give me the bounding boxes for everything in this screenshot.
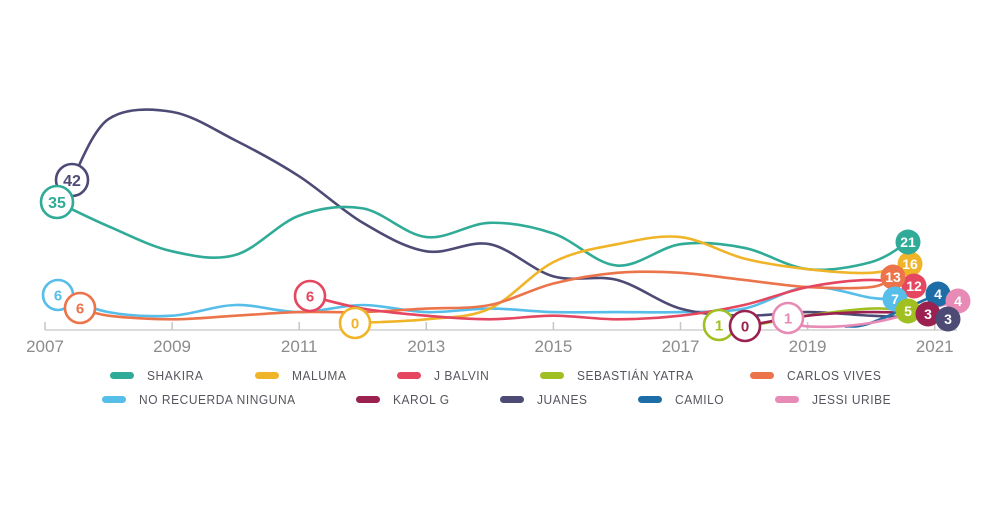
end-bubble-juanes: 3 [935,306,961,332]
legend-label-camilo: CAMILO [675,392,725,407]
legend-swatch-karol-g [355,396,380,403]
x-axis-tick-label: 2021 [916,337,954,356]
legend-swatch-jessi-uribe [774,396,799,403]
legend-label-shakira: SHAKIRA [147,368,204,383]
svg-text:0: 0 [351,315,359,332]
legend-item-no-recuerda-ninguna: NO RECUERDA NINGUNA [102,392,309,407]
legend-label-carlos-vives: CARLOS VIVES [786,368,882,383]
svg-text:4: 4 [934,286,942,302]
svg-text:4: 4 [954,293,962,309]
x-axis-tick-label: 2017 [662,337,700,356]
end-bubble-sebastian-yatra: 5 [895,298,921,324]
x-axis-tick-label: 2007 [26,337,64,356]
svg-text:3: 3 [944,311,952,327]
legend-label-jessi-uribe: JESSI URIBE [811,392,891,407]
legend-swatch-j-balvin [396,372,421,379]
svg-text:12: 12 [906,278,922,294]
end-bubble-camilo: 4 [925,281,951,307]
line-shakira [55,200,910,272]
svg-text:5: 5 [904,303,912,319]
start-bubble-karol-g: 0 [728,309,762,343]
legend-row-1: SHAKIRA MALUMA J BALVIN SEBASTIÁN YATRA CARL… [110,368,889,383]
legend-label-karol-g: KAROL G [392,392,450,407]
legend-item-camilo: CAMILO [638,392,728,407]
end-bubble-shakira: 21 [895,229,921,255]
legend-item-jessi-uribe: JESSI URIBE [774,392,898,407]
svg-text:35: 35 [48,195,66,212]
line-carlos-vives [78,270,895,321]
start-bubble-j-balvin: 6 [293,279,327,313]
legend-label-no-recuerda-ninguna: NO RECUERDA NINGUNA [139,392,297,407]
svg-text:16: 16 [902,256,918,272]
legend-row-2: NO RECUERDA NINGUNA KAROL G JUANES CAMILO JE… [102,392,897,407]
x-axis-tick-label: 2019 [789,337,827,356]
svg-text:6: 6 [76,300,84,317]
svg-text:13: 13 [885,269,901,285]
legend-item-karol-g: KAROL G [355,392,455,407]
legend-label-maluma: MALUMA [291,368,347,383]
legend-label-sebastian-yatra: SEBASTIÁN YATRA [577,368,694,383]
line-maluma [353,235,912,325]
legend-item-j-balvin: J BALVIN [396,368,494,383]
start-bubble-jessi-uribe: 1 [771,301,805,335]
x-axis-tick-label: 2015 [534,337,572,356]
start-bubble-maluma: 0 [338,306,372,340]
legend-item-carlos-vives: CARLOS VIVES [749,368,890,383]
legend-swatch-no-recuerda-ninguna [102,396,127,403]
legend-label-j-balvin: J BALVIN [433,368,490,383]
line-chart: 2007 2009 2011 2013 2015 2017 2019 202142356660… [26,108,971,356]
x-axis-tick-label: 2013 [407,337,445,356]
x-axis-tick-label: 2011 [281,337,318,356]
line-no-recuerda-ninguna [56,285,897,318]
legend-item-juanes: JUANES [500,392,592,407]
svg-text:3: 3 [924,306,932,322]
svg-text:21: 21 [900,234,916,250]
legend-swatch-carlos-vives [749,372,774,379]
start-bubble-shakira: 35 [39,184,75,220]
svg-text:0: 0 [741,318,749,335]
svg-text:42: 42 [63,173,81,190]
x-axis-tick-label: 2009 [153,337,191,356]
legend-swatch-camilo [638,396,663,403]
legend-swatch-maluma [254,372,279,379]
legend-swatch-shakira [110,372,135,379]
svg-text:1: 1 [784,310,792,327]
end-bubble-j-balvin: 12 [901,273,927,299]
line-j-balvin [308,278,916,321]
svg-text:1: 1 [715,317,723,334]
legend-item-maluma: MALUMA [254,368,351,383]
legend-swatch-juanes [500,396,525,403]
legend-item-shakira: SHAKIRA [110,368,208,383]
svg-text:6: 6 [54,287,62,304]
legend-swatch-sebastian-yatra [540,372,565,379]
chart-legend: SHAKIRA MALUMA J BALVIN SEBASTIÁN YATRA CARL… [0,368,1000,407]
svg-text:7: 7 [891,291,899,307]
end-bubble-carlos-vives: 13 [880,264,906,290]
start-bubble-carlos-vives: 6 [63,291,97,325]
end-bubble-maluma: 16 [897,251,923,277]
legend-label-juanes: JUANES [537,392,588,407]
end-bubble-karol-g: 3 [915,301,941,327]
svg-text:6: 6 [306,288,314,305]
legend-item-sebastian-yatra: SEBASTIÁN YATRA [540,368,704,383]
